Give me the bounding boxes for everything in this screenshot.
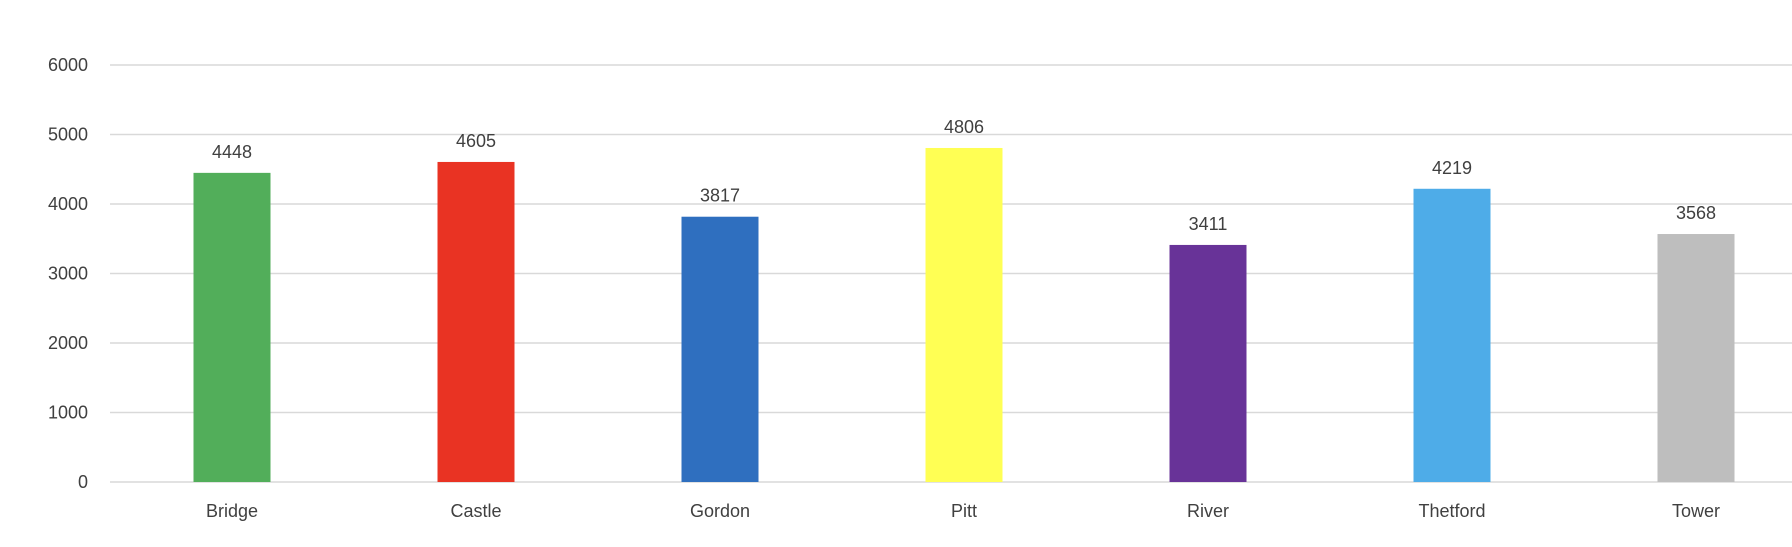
y-tick-label: 0	[78, 472, 88, 492]
bar-river	[1169, 244, 1247, 482]
y-tick-label: 3000	[48, 264, 88, 284]
x-category-label: Gordon	[690, 501, 750, 521]
data-label-river: 3411	[1189, 214, 1228, 234]
bar-castle	[437, 161, 515, 482]
bar-pitt	[925, 147, 1003, 482]
data-label-thetford: 4219	[1432, 158, 1472, 178]
x-category-label: Thetford	[1418, 501, 1485, 521]
y-tick-label: 1000	[48, 403, 88, 423]
x-category-label: Bridge	[206, 501, 258, 521]
bars	[193, 147, 1735, 483]
data-label-bridge: 4448	[212, 142, 252, 162]
bar-thetford	[1413, 188, 1491, 483]
x-category-label: Pitt	[951, 501, 977, 521]
x-category-label: Tower	[1672, 501, 1720, 521]
y-tick-label: 4000	[48, 194, 88, 214]
y-axis-tick-labels: 0 1000 2000 3000 4000 5000 6000	[48, 55, 88, 492]
x-category-label: River	[1187, 501, 1229, 521]
x-category-label: Castle	[450, 501, 501, 521]
data-labels: 4448 4605 3817 4806 3411 4219 3568	[212, 117, 1716, 234]
data-label-tower: 3568	[1676, 203, 1716, 223]
data-label-castle: 4605	[456, 131, 496, 151]
data-label-pitt: 4806	[944, 117, 984, 137]
x-axis-category-labels: Bridge Castle Gordon Pitt River Thetford Tower	[206, 501, 1720, 521]
bar-bridge	[193, 172, 271, 482]
bar-tower	[1657, 234, 1735, 482]
bar-gordon	[681, 216, 759, 482]
y-tick-label: 2000	[48, 333, 88, 353]
data-label-gordon: 3817	[700, 186, 740, 206]
y-tick-label: 5000	[48, 125, 88, 145]
y-tick-label: 6000	[48, 55, 88, 75]
